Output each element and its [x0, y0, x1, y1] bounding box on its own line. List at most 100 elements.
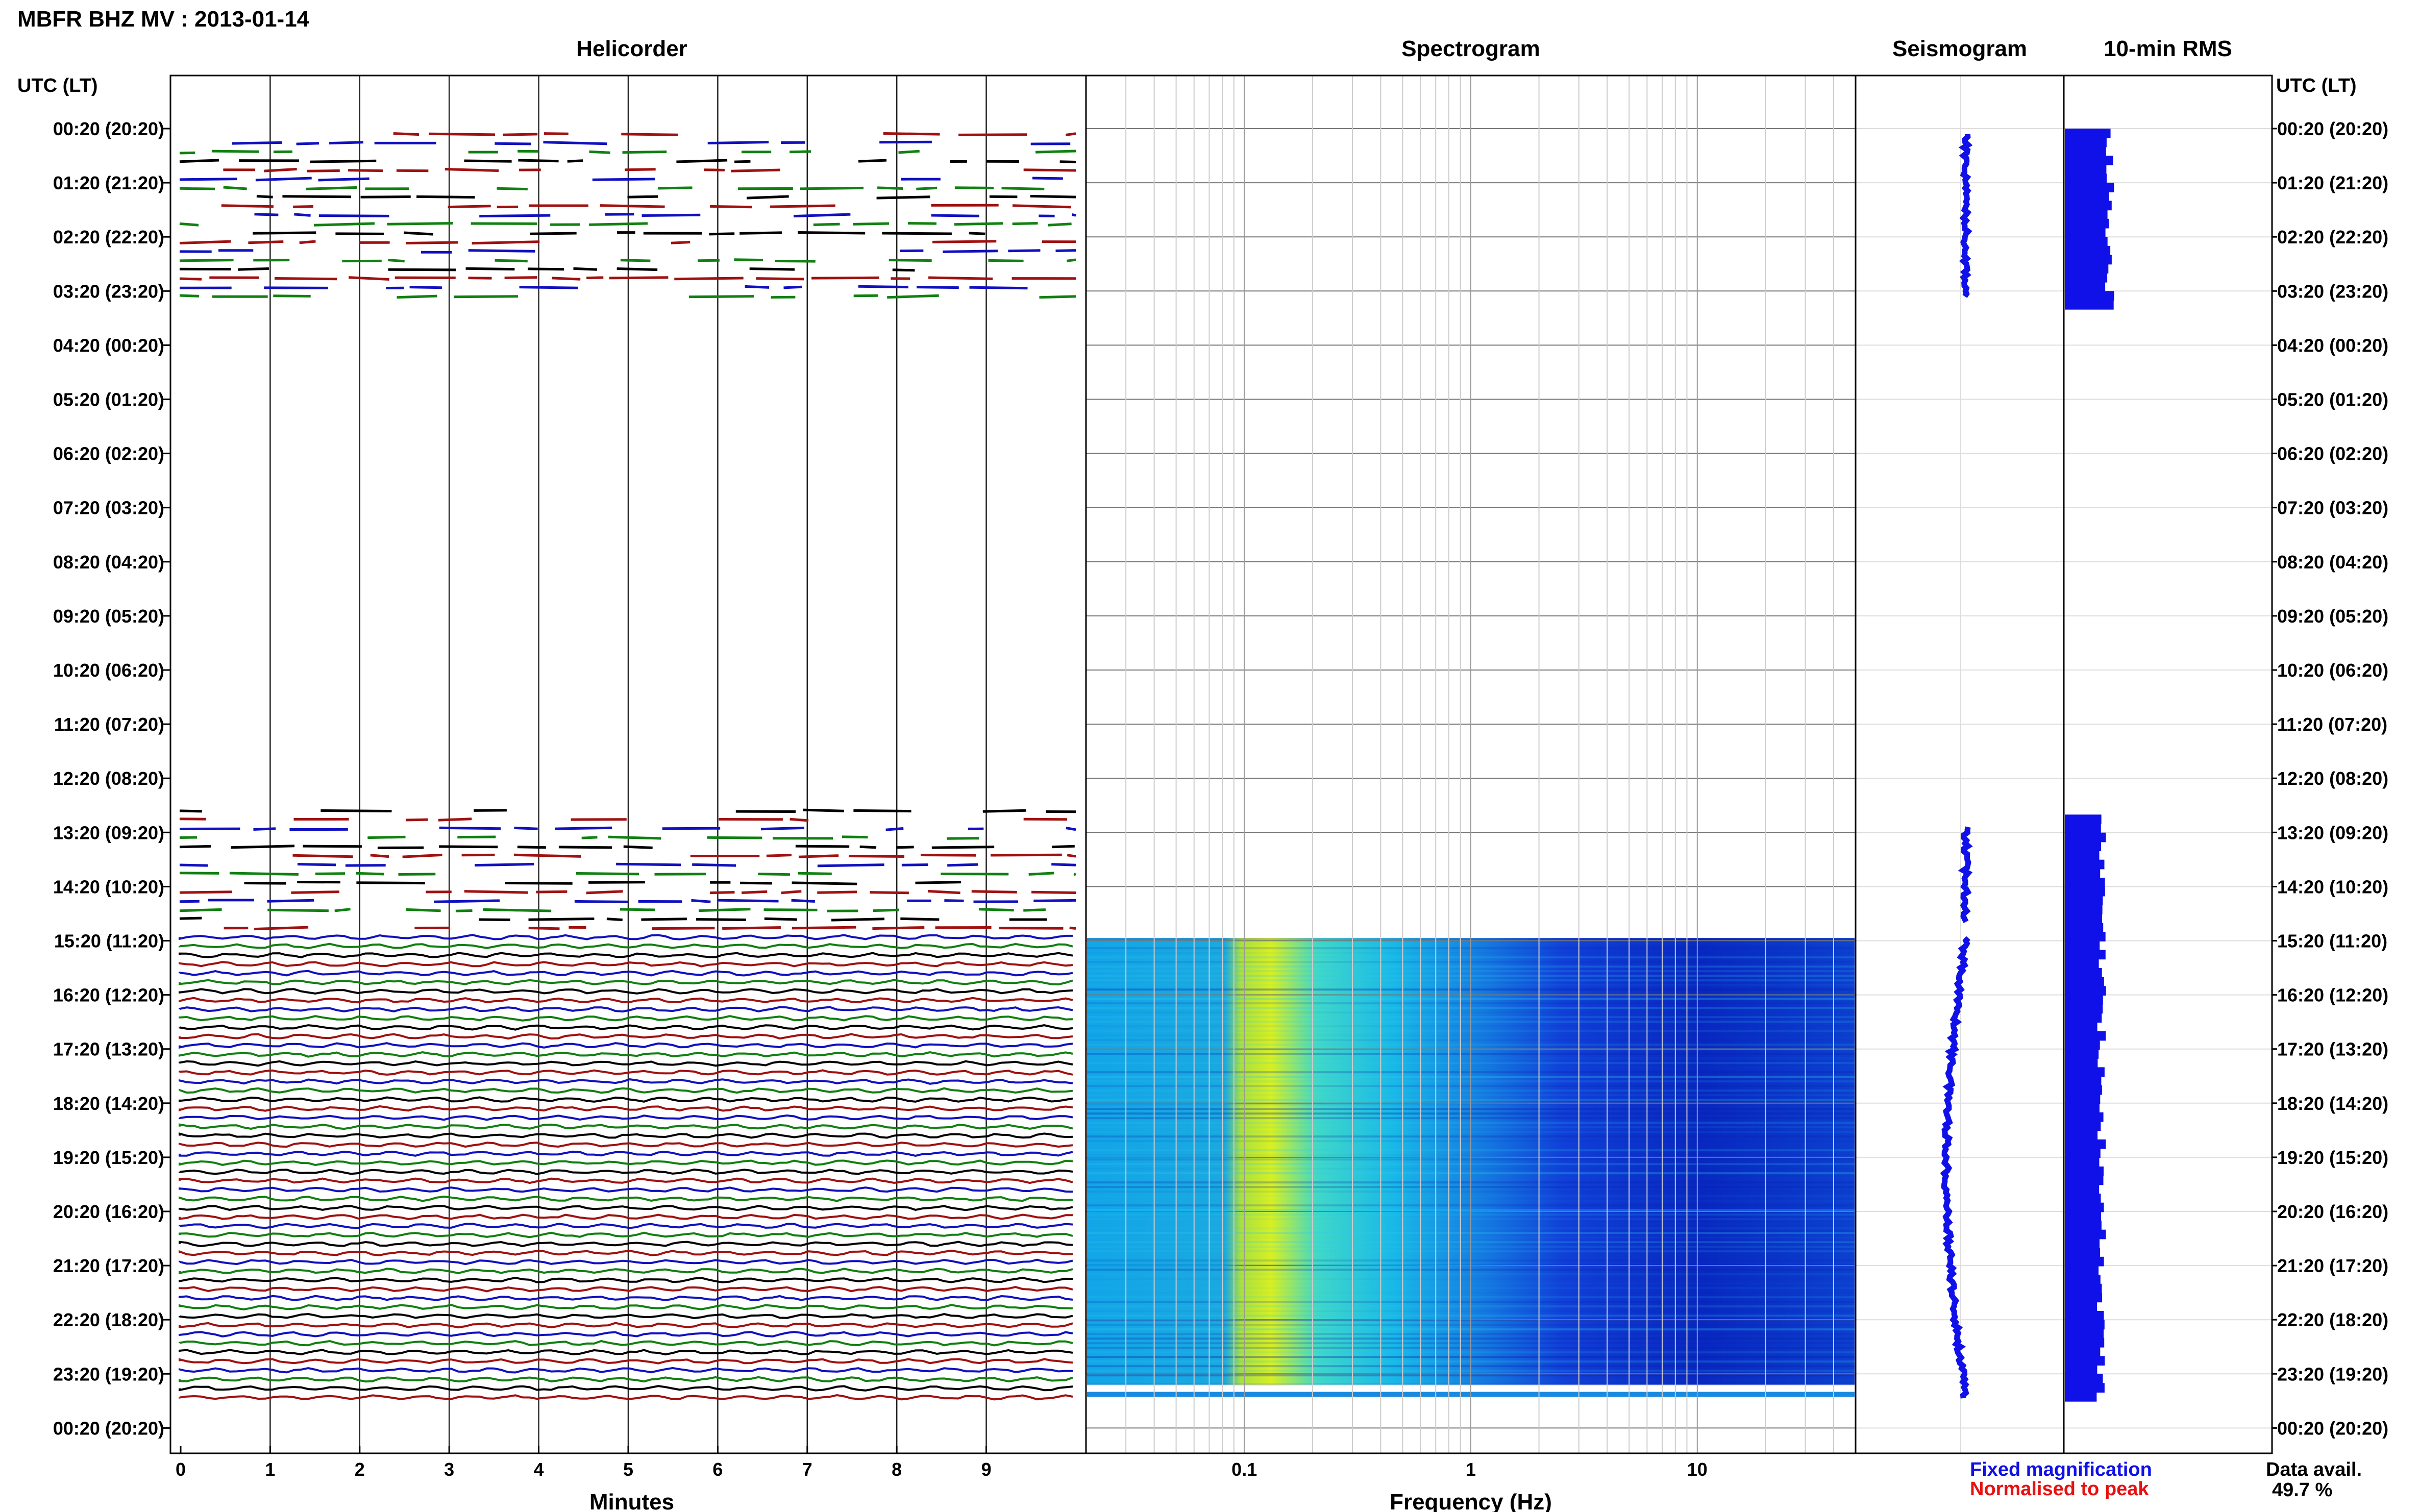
rms-bar: [2065, 1310, 2104, 1321]
time-label-right: 20:20 (16:20): [2277, 1201, 2388, 1222]
rms-bar: [2065, 859, 2105, 870]
helicorder-trace: [179, 889, 1076, 895]
helicorder-trace: [179, 1349, 1073, 1356]
rms-bar: [2065, 851, 2100, 860]
helicorder-trace: [179, 1024, 1073, 1031]
helicorder-trace: [179, 1295, 1073, 1302]
helicorder-x-tick-label: 0: [176, 1459, 186, 1480]
helicorder-trace: [179, 1177, 1073, 1184]
time-label-right: 03:20 (23:20): [2277, 281, 2388, 302]
helicorder-trace: [179, 1033, 1073, 1040]
rms-bar: [2065, 824, 2101, 833]
helicorder-trace: [179, 1087, 1073, 1094]
time-label-left: 09:20 (05:20): [53, 606, 164, 627]
helicorder-trace: [179, 961, 1073, 968]
rms-bar: [2065, 1221, 2102, 1230]
helicorder-trace: [179, 1204, 1073, 1211]
helicorder-trace: [179, 872, 1077, 876]
spectrogram-x-tick-label: 1: [1466, 1459, 1476, 1480]
time-label-right: 22:20 (18:20): [2277, 1309, 2388, 1330]
helicorder-trace: [179, 997, 1073, 1004]
rms-bar: [2065, 869, 2101, 879]
helicorder-trace: [393, 132, 1076, 136]
helicorder-trace: [179, 1168, 1073, 1175]
helicorder-trace: [179, 862, 1076, 867]
time-label-right: 14:20 (10:20): [2277, 876, 2388, 897]
rms-bar: [2065, 264, 2109, 274]
rms-bar: [2065, 1175, 2104, 1185]
rms-bar: [2065, 814, 2102, 824]
helicorder-trace: [179, 1312, 1073, 1320]
helicorder-trace: [179, 294, 1076, 299]
rms-frame: [2063, 75, 2273, 1454]
helicorder-trace: [179, 970, 1073, 977]
data-avail-label: Data avail.: [2266, 1459, 2362, 1480]
helicorder-trace: [179, 177, 1063, 182]
time-label-left: 04:20 (00:20): [53, 335, 164, 356]
helicorder-trace: [179, 1340, 1073, 1347]
helicorder-trace: [179, 1051, 1073, 1058]
rms-bar: [2065, 841, 2101, 851]
time-label-left: 23:20 (19:20): [53, 1364, 164, 1384]
rms-bar: [2065, 832, 2106, 842]
rms-bar: [2065, 1256, 2104, 1267]
rms-bar: [2065, 878, 2105, 887]
helicorder-trace: [179, 845, 1075, 849]
time-label-left: 16:20 (12:20): [53, 985, 164, 1006]
figure-title: MBFR BHZ MV : 2013-01-14: [17, 7, 310, 32]
rms-bar: [2065, 1365, 2097, 1375]
time-label-right: 09:20 (05:20): [2277, 606, 2388, 627]
time-label-right: 18:20 (14:20): [2277, 1093, 2388, 1114]
helicorder-trace: [179, 1096, 1073, 1103]
time-label-left: 11:20 (07:20): [54, 714, 164, 735]
rms-bar: [2065, 218, 2109, 229]
helicorder-trace: [179, 988, 1073, 995]
time-label-left: 20:20 (16:20): [53, 1201, 164, 1222]
rms-bar: [2065, 300, 2114, 310]
time-label-right: 21:20 (17:20): [2277, 1255, 2388, 1276]
rms-bar: [2065, 886, 2105, 897]
time-label-right: 08:20 (04:20): [2277, 552, 2388, 573]
seismogram-trace: [1958, 134, 1973, 298]
helicorder-trace: [179, 1331, 1073, 1337]
helicorder-trace: [179, 908, 1046, 912]
spectrogram-x-tick-label: 10: [1687, 1459, 1708, 1480]
rms-bar: [2065, 137, 2107, 147]
helicorder-trace: [179, 159, 1076, 163]
time-label-left: 07:20 (03:20): [53, 498, 164, 518]
helicorder-trace: [179, 1268, 1073, 1275]
rms-bar: [2065, 146, 2106, 157]
rms-bar: [2065, 1058, 2098, 1068]
time-labels: 00:20 (20:20) 00:20 (20:20) 01:20 (21:20) 0…: [53, 118, 2388, 1439]
rms-bar: [2065, 905, 2103, 914]
rms-bar: [2065, 1320, 2105, 1330]
helicorder-trace: [179, 835, 979, 840]
rms-bar: [2065, 245, 2111, 256]
rms-bar: [2065, 1238, 2100, 1249]
rms-bar: [2065, 1374, 2103, 1384]
helicorder-x-axis-label: Minutes: [589, 1490, 674, 1512]
helicorder-trace: [179, 186, 1045, 191]
rms-bar: [2065, 1184, 2100, 1194]
rms-bar: [2065, 1049, 2099, 1059]
helicorder-trace: [179, 1322, 1073, 1329]
time-label-right: 02:20 (22:20): [2277, 227, 2388, 247]
helicorder-traces: [179, 132, 1077, 1401]
helicorder-trace: [179, 1123, 1073, 1130]
helicorder-x-tick-label: 8: [892, 1459, 902, 1480]
time-label-left: 02:20 (22:20): [53, 227, 164, 247]
seismogram-title: Seismogram: [1892, 36, 2027, 61]
rms-bar: [2065, 995, 2103, 1005]
time-label-left: 21:20 (17:20): [53, 1255, 164, 1276]
time-label-left: 18:20 (14:20): [53, 1093, 164, 1114]
rms-bar: [2065, 210, 2108, 219]
seismogram-trace: [1940, 936, 1970, 1399]
helicorder-trace: [179, 1213, 1073, 1221]
time-label-right: 11:20 (07:20): [2277, 714, 2387, 735]
spectrogram-title: Spectrogram: [1401, 36, 1540, 61]
rms-bar: [2065, 1013, 2102, 1023]
time-label-right: 04:20 (00:20): [2277, 335, 2388, 356]
rms-bar: [2065, 1031, 2106, 1041]
helicorder-trace: [179, 1015, 1073, 1022]
